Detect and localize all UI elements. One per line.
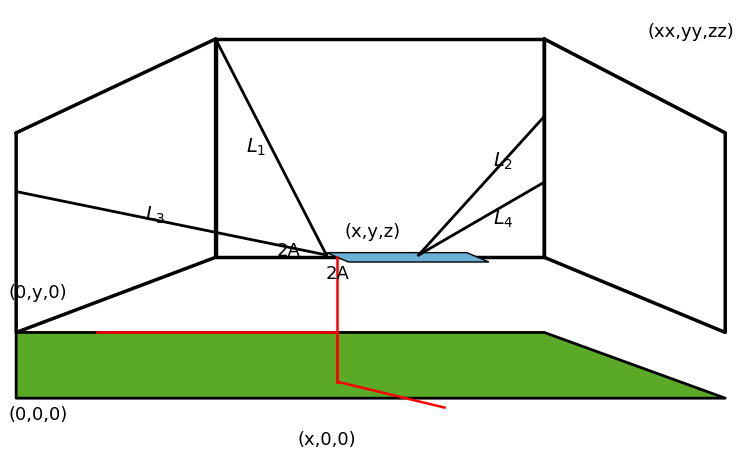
Text: $L_2$: $L_2$ xyxy=(492,150,513,172)
Text: (0,0,0): (0,0,0) xyxy=(9,406,68,424)
Text: $L_3$: $L_3$ xyxy=(146,204,166,226)
Text: $L_1$: $L_1$ xyxy=(246,136,267,158)
Text: (0,y,0): (0,y,0) xyxy=(9,284,67,301)
Polygon shape xyxy=(216,39,544,257)
Polygon shape xyxy=(16,39,216,332)
Text: 2A: 2A xyxy=(325,265,350,283)
Text: (x,y,z): (x,y,z) xyxy=(345,223,401,241)
Text: (xx,yy,zz): (xx,yy,zz) xyxy=(648,23,735,40)
Polygon shape xyxy=(326,252,489,262)
Polygon shape xyxy=(16,332,726,398)
Text: (x,0,0): (x,0,0) xyxy=(297,431,356,449)
Polygon shape xyxy=(544,39,726,332)
Text: $L_4$: $L_4$ xyxy=(492,209,513,230)
Text: 2A: 2A xyxy=(276,242,300,260)
